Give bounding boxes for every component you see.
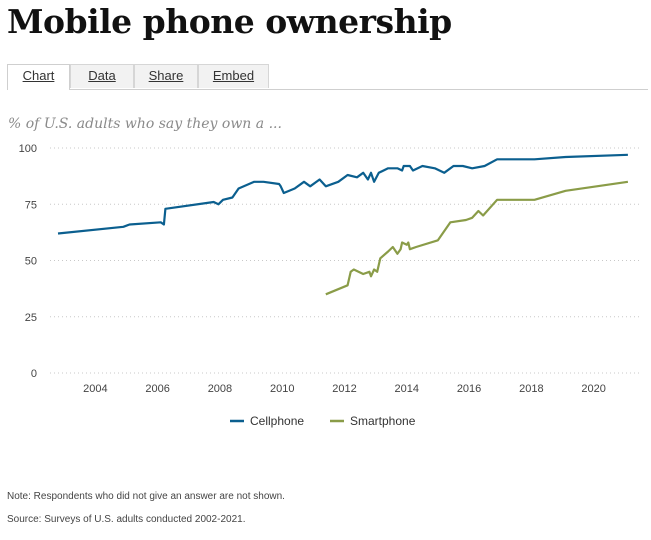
y-axis: 0 25 50 75 100 bbox=[19, 143, 37, 380]
y-tick-label: 100 bbox=[19, 143, 37, 155]
legend-label-smartphone: Smartphone bbox=[350, 414, 416, 428]
series-line-cellphone bbox=[57, 153, 628, 235]
chart-subtitle: % of U.S. adults who say they own a ... bbox=[8, 116, 282, 132]
x-tick-label: 2004 bbox=[83, 383, 107, 395]
y-tick-label: 50 bbox=[25, 256, 37, 268]
chart-note: Note: Respondents who did not give an an… bbox=[7, 491, 285, 502]
legend-label-cellphone: Cellphone bbox=[250, 414, 304, 428]
x-tick-label: 2020 bbox=[581, 383, 605, 395]
x-tick-label: 2016 bbox=[457, 383, 481, 395]
tab-chart[interactable]: Chart bbox=[7, 64, 70, 90]
y-tick-label: 75 bbox=[25, 199, 37, 211]
x-tick-label: 2018 bbox=[519, 383, 543, 395]
tab-data[interactable]: Data bbox=[70, 64, 134, 88]
x-tick-label: 2014 bbox=[395, 383, 419, 395]
tab-share[interactable]: Share bbox=[134, 64, 198, 88]
y-tick-label: 0 bbox=[31, 368, 37, 380]
chart-source: Source: Surveys of U.S. adults conducted… bbox=[7, 514, 246, 525]
page-title: Mobile phone ownership bbox=[7, 2, 452, 41]
x-axis: 2004 2006 2008 2010 2012 2014 2016 2018 2020 bbox=[83, 383, 606, 395]
x-tick-label: 2010 bbox=[270, 383, 294, 395]
series-line-smartphone bbox=[325, 180, 629, 296]
y-tick-label: 25 bbox=[25, 312, 37, 324]
chart-legend: Cellphone Smartphone bbox=[230, 414, 416, 428]
chart-series bbox=[57, 153, 629, 296]
tab-embed[interactable]: Embed bbox=[198, 64, 269, 88]
x-tick-label: 2012 bbox=[332, 383, 356, 395]
x-tick-label: 2006 bbox=[145, 383, 169, 395]
tab-bar: Chart Data Share Embed bbox=[7, 64, 648, 90]
x-tick-label: 2008 bbox=[208, 383, 232, 395]
chart-grid bbox=[50, 147, 640, 374]
